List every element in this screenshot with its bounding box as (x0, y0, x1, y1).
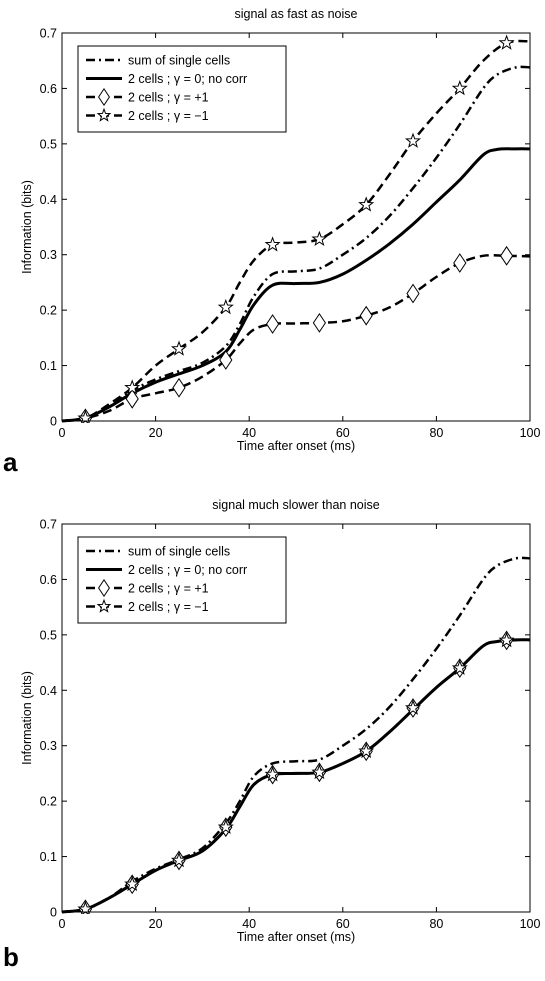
chart-a-xtick-label-2: 40 (242, 426, 256, 440)
chart-a-series-2-point-9 (499, 245, 514, 266)
chart-b-plot-frame (61, 523, 531, 913)
chart-a-series-line-0 (62, 65, 530, 423)
chart-b-series-3-point-3 (217, 818, 234, 835)
chart-b-series-3-point-1 (124, 875, 141, 892)
chart-b-legend-label-3: 2 cells ; γ = −1 (128, 600, 209, 614)
chart-a-series-3-point-3 (217, 298, 234, 315)
chart-b-title: signal much slower than noise (212, 498, 379, 512)
chart-b-series-line-3 (62, 638, 530, 914)
chart-a-series-2-point-7 (406, 283, 420, 304)
chart-b-series-line-2 (62, 638, 530, 914)
chart-b-ytick-label-2: 0.2 (40, 795, 57, 809)
chart-b-ytick-label-0: 0 (50, 906, 57, 920)
chart-b-xtick-label-5: 100 (520, 917, 541, 931)
chart-a-ytick-label-4: 0.4 (40, 193, 57, 207)
chart-a-xtick-label-0: 0 (59, 426, 66, 440)
chart-a-series-2-point-4 (265, 314, 280, 334)
chart-a-series-3-point-1 (124, 379, 141, 395)
chart-a-xtick-label-3: 60 (336, 426, 350, 440)
chart-a-series-line-3 (62, 39, 530, 423)
chart-a-ytick-label-5: 0.5 (40, 137, 57, 151)
chart-panel-b: signal much slower than noise 0 20 40 60 80 10… (0, 491, 545, 981)
chart-a-legend-label-0: sum of single cells (128, 54, 230, 68)
chart-a-legend-marker-3 (96, 107, 112, 122)
chart-b-series-line-1 (62, 638, 530, 914)
chart-b-xtick-label-4: 80 (429, 917, 443, 931)
chart-a-series-2-point-1 (125, 388, 139, 409)
chart-a-legend-marker-2 (97, 87, 111, 107)
chart-a-series-3-point-8 (451, 79, 468, 96)
chart-b-series-3-point-9 (498, 631, 515, 648)
chart-a-series-2-point-2 (172, 377, 186, 398)
chart-a-plot-frame (61, 32, 531, 422)
chart-b-series-3-point-4 (264, 766, 281, 782)
chart-a-series-group (62, 34, 530, 423)
chart-a-series-2-point-8 (453, 253, 467, 273)
panel-label-a: a (3, 447, 18, 477)
chart-b-ytick-label-5: 0.5 (40, 628, 57, 642)
chart-a-legend: sum of single cells 2 cells ; γ = 0; no c… (77, 45, 287, 133)
chart-b-series-group (62, 556, 530, 914)
chart-a-xtick-label-4: 80 (429, 426, 443, 440)
chart-a-ytick-label-7: 0.7 (40, 27, 57, 41)
chart-a: signal as fast as noise 0 20 40 60 80 100 0 0.1 0… (20, 7, 541, 453)
chart-a-xtick-label-5: 100 (520, 426, 541, 440)
chart-a-series-line-2 (62, 254, 530, 423)
chart-a-series-2-point-6 (359, 305, 373, 326)
chart-a-ylabel: Information (bits) (20, 180, 34, 274)
chart-b: signal much slower than noise 0 20 40 60 80 10… (20, 498, 541, 944)
chart-b-series-3-point-2 (170, 851, 188, 868)
chart-b-ytick-label-1: 0.1 (40, 850, 57, 864)
chart-b-xtick-label-2: 40 (242, 917, 256, 931)
chart-b-legend-label-1: 2 cells ; γ = 0; no corr (128, 563, 247, 577)
chart-a-legend-label-1: 2 cells ; γ = 0; no corr (128, 72, 247, 86)
chart-b-legend-label-2: 2 cells ; γ = +1 (128, 582, 209, 596)
chart-a-ytick-label-2: 0.2 (40, 304, 57, 318)
chart-panel-a: signal as fast as noise 0 20 40 60 80 100 0 0.1 0… (0, 0, 545, 490)
chart-a-legend-label-2: 2 cells ; γ = +1 (128, 91, 209, 105)
chart-b-series-3-point-7 (404, 699, 422, 715)
chart-b-ylabel: Information (bits) (20, 671, 34, 765)
chart-a-series-3-point-2 (170, 340, 188, 356)
chart-b-legend: sum of single cells 2 cells ; γ = 0; no c… (77, 536, 287, 624)
chart-b-ytick-label-7: 0.7 (40, 518, 57, 532)
chart-b-ytick-label-6: 0.6 (40, 573, 57, 587)
chart-a-ytick-label-3: 0.3 (40, 248, 57, 262)
chart-a-xtick-label-1: 20 (149, 426, 163, 440)
chart-b-xtick-label-3: 60 (336, 917, 350, 931)
chart-a-series-3-point-5 (311, 230, 328, 247)
chart-a-series-3-point-4 (264, 236, 281, 252)
chart-b-series-3-point-6 (358, 742, 375, 759)
chart-b-xtick-label-1: 20 (149, 917, 163, 931)
chart-a-series-2-point-5 (312, 312, 327, 333)
chart-b-series-3-point-5 (311, 763, 328, 780)
chart-b-series-line-0 (62, 556, 530, 914)
panel-label-b: b (3, 942, 19, 972)
chart-b-legend-marker-2 (97, 578, 111, 598)
chart-a-title: signal as fast as noise (235, 7, 358, 21)
chart-b-xlabel: Time after onset (ms) (237, 930, 355, 944)
chart-b-series-3-point-8 (451, 659, 468, 675)
chart-b-legend-marker-3 (96, 598, 112, 613)
chart-a-ytick-label-6: 0.6 (40, 82, 57, 96)
chart-a-ytick-label-1: 0.1 (40, 359, 57, 373)
chart-b-xtick-label-0: 0 (59, 917, 66, 931)
chart-b-ytick-label-4: 0.4 (40, 684, 57, 698)
chart-a-series-line-1 (62, 147, 530, 423)
chart-a-series-2-point-3 (219, 350, 233, 370)
chart-a-ytick-label-0: 0 (50, 415, 57, 429)
chart-a-series-3-point-6 (358, 196, 375, 212)
chart-b-ytick-label-3: 0.3 (40, 739, 57, 753)
chart-a-xlabel: Time after onset (ms) (237, 439, 355, 453)
chart-a-series-3-point-9 (498, 34, 515, 50)
chart-a-series-3-point-7 (404, 132, 422, 148)
chart-b-legend-label-0: sum of single cells (128, 545, 230, 559)
chart-a-legend-label-3: 2 cells ; γ = −1 (128, 109, 209, 123)
